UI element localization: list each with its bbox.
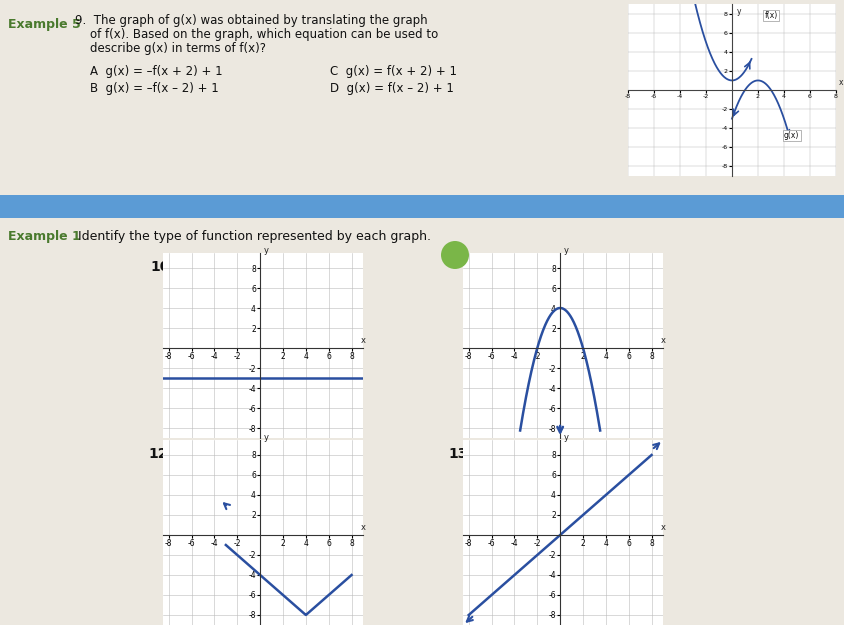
Text: B  g(x) = –f(x – 2) + 1: B g(x) = –f(x – 2) + 1	[90, 82, 219, 95]
Text: 13.: 13.	[448, 447, 473, 461]
Text: x: x	[360, 336, 365, 345]
Text: y: y	[263, 246, 268, 255]
Text: A  g(x) = –f(x + 2) + 1: A g(x) = –f(x + 2) + 1	[90, 65, 223, 78]
Text: y: y	[737, 7, 742, 16]
Text: 10.: 10.	[150, 260, 175, 274]
Text: describe g(x) in terms of f(x)?: describe g(x) in terms of f(x)?	[75, 42, 266, 55]
Text: x: x	[661, 523, 666, 532]
Text: D  g(x) = f(x – 2) + 1: D g(x) = f(x – 2) + 1	[330, 82, 454, 95]
Text: f(x): f(x)	[765, 11, 778, 21]
Text: Extra Practice is on page R2.: Extra Practice is on page R2.	[693, 198, 834, 208]
Text: 9.  The graph of g(x) was obtained by translating the graph: 9. The graph of g(x) was obtained by tra…	[75, 14, 428, 27]
Text: Example 5: Example 5	[8, 18, 81, 31]
Text: C  g(x) = f(x + 2) + 1: C g(x) = f(x + 2) + 1	[330, 65, 457, 78]
Text: Practice and Problem Solving: Practice and Problem Solving	[10, 197, 241, 211]
Text: x: x	[839, 78, 843, 87]
Text: of f(x). Based on the graph, which equation can be used to: of f(x). Based on the graph, which equat…	[75, 28, 438, 41]
Text: Identify the type of function represented by each graph.: Identify the type of function represente…	[78, 230, 431, 243]
Text: Example 1: Example 1	[8, 230, 81, 243]
Text: y: y	[564, 433, 569, 442]
Text: 12.: 12.	[148, 447, 173, 461]
Text: y: y	[564, 246, 569, 255]
Text: y: y	[263, 433, 268, 442]
Text: x: x	[360, 523, 365, 532]
Text: 11: 11	[447, 248, 463, 258]
Text: g(x): g(x)	[784, 131, 799, 140]
Text: x: x	[661, 336, 666, 345]
